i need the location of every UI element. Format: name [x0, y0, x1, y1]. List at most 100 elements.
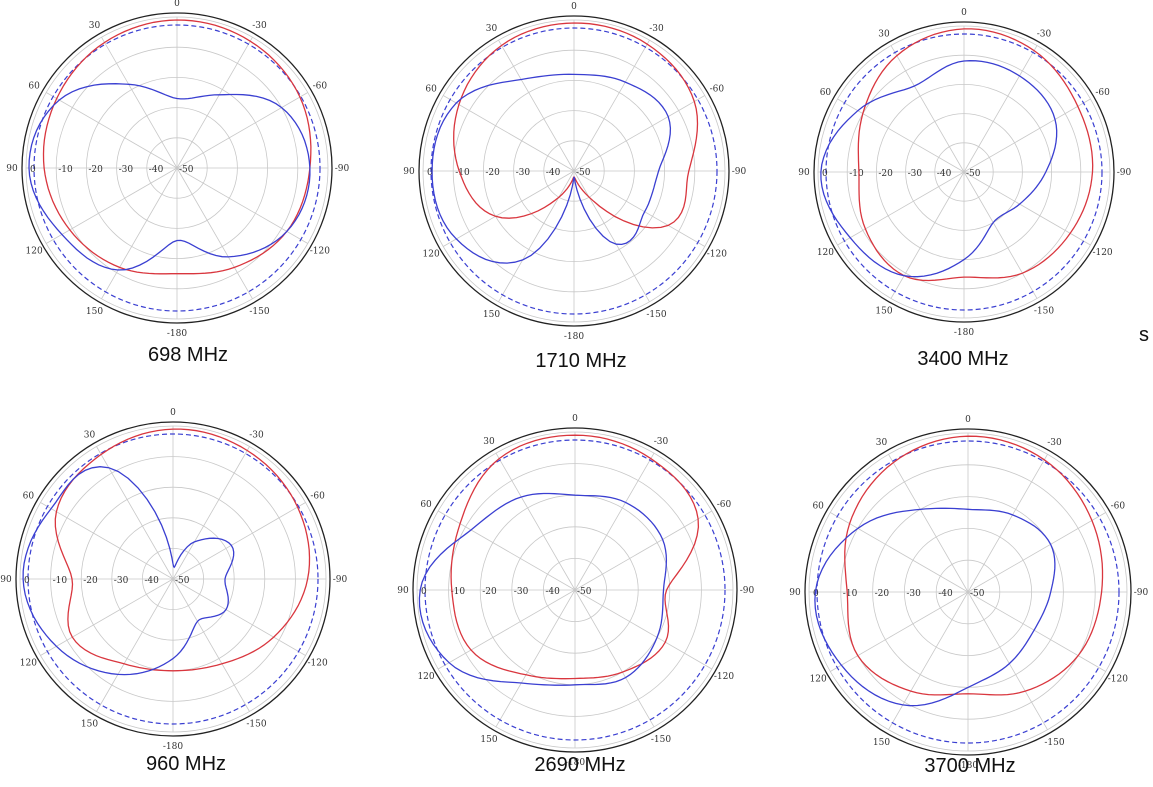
grid-spoke	[574, 589, 655, 728]
reference-dashed-circle	[816, 440, 1120, 744]
grid-spoke	[574, 589, 713, 670]
radial-tick-label: 0	[427, 168, 433, 178]
angle-tick-label: -180	[167, 329, 187, 339]
angle-tick-label: -30	[649, 24, 664, 34]
radial-tick-label: -10	[451, 587, 466, 597]
angle-tick-label: -120	[714, 672, 734, 682]
radial-tick-label: -10	[455, 168, 470, 178]
angle-tick-label: 120	[817, 248, 834, 258]
polar-plot: 0 -30 -60 -90 -120 -150 -180 150 120 90 60 30 0 -10 -2…	[789, 415, 1148, 771]
grid-spoke	[888, 591, 969, 730]
angle-tick-label: -120	[310, 247, 330, 257]
angle-tick-label: -180	[958, 761, 978, 771]
grid-spoke	[967, 591, 1048, 730]
polar-plot: 0 -30 -60 -90 -120 -150 -180 150 120 90 60 30 0 -10 -2…	[397, 414, 754, 768]
grid-spoke	[963, 45, 1038, 173]
grid-spoke	[967, 591, 1106, 672]
radial-tick-label: -10	[843, 589, 858, 599]
angle-tick-label: 150	[81, 720, 98, 730]
grid-spoke	[498, 40, 575, 172]
grid-spoke	[574, 510, 713, 591]
angle-tick-label: -180	[564, 332, 584, 342]
angle-tick-label: -90	[335, 164, 350, 174]
angle-tick-label: -30	[252, 21, 267, 31]
stray-letter: s	[1139, 324, 1149, 346]
grid-spoke	[96, 578, 174, 712]
radial-tick-label: -40	[546, 168, 561, 178]
radial-tick-label: -50	[577, 587, 592, 597]
radial-tick-label: -10	[53, 576, 68, 586]
angle-tick-label: 150	[86, 307, 103, 317]
angle-tick-label: 0	[961, 8, 967, 18]
angle-tick-label: 0	[965, 415, 971, 425]
radial-tick-label: -10	[849, 169, 864, 179]
grid-spoke	[963, 171, 1038, 299]
angle-tick-label: -150	[249, 307, 269, 317]
reference-dashed-circle	[424, 439, 726, 741]
angle-tick-label: 60	[28, 82, 40, 92]
radial-tick-label: -20	[878, 169, 893, 179]
grid-spoke	[890, 171, 965, 299]
frequency-caption: 698 MHz	[147, 344, 229, 366]
grid-spoke	[443, 170, 575, 247]
angle-tick-label: -120	[1108, 675, 1128, 685]
blue-pattern-curve	[820, 60, 1058, 278]
angle-tick-label: 0	[572, 414, 578, 424]
angle-tick-label: -60	[313, 82, 328, 92]
grid-spoke	[172, 502, 306, 580]
radial-tick-label: 0	[30, 165, 36, 175]
angle-tick-label: -90	[1117, 168, 1132, 178]
radial-tick-label: -20	[875, 589, 890, 599]
grid-spoke	[443, 95, 575, 172]
frequency-caption: 1710 MHz	[535, 350, 627, 372]
grid-spoke	[963, 171, 1091, 246]
grid-spoke	[172, 578, 306, 656]
polar-chart-2690-mhz: 0 -30 -60 -90 -120 -150 -180 150 120 90 60 30 0 -10 -2…	[393, 408, 757, 772]
blue-pattern-curve	[431, 73, 672, 264]
angle-tick-label: 120	[810, 675, 827, 685]
radial-tick-label: 0	[421, 587, 427, 597]
angle-tick-label: 0	[571, 2, 577, 12]
grid-spoke	[46, 167, 178, 244]
angle-tick-label: 0	[170, 408, 176, 418]
grid-spoke	[890, 45, 965, 173]
radial-tick-label: -20	[485, 168, 500, 178]
grid-spoke	[573, 95, 705, 172]
radial-tick-label: -40	[938, 589, 953, 599]
radial-tick-label: 0	[822, 169, 828, 179]
grid-spoke	[498, 170, 575, 302]
angle-tick-label: -60	[717, 500, 732, 510]
red-pattern-curve	[857, 28, 1094, 282]
polar-plot: 0 -30 -60 -90 -120 -150 -180 150 120 90 60 30 0 -10 -2…	[798, 8, 1132, 338]
grid-spoke	[837, 171, 965, 246]
blue-pattern-curve	[28, 83, 311, 271]
angle-tick-label: 60	[23, 492, 35, 502]
radial-tick-label: -40	[545, 587, 560, 597]
red-pattern-curve	[844, 435, 1104, 696]
grid-spoke	[176, 37, 253, 169]
radial-tick-label: -30	[908, 169, 923, 179]
radial-tick-label: -50	[966, 169, 981, 179]
radial-tick-label: -20	[88, 165, 103, 175]
grid-spoke	[96, 446, 174, 580]
radial-tick-label: -30	[906, 589, 921, 599]
radial-tick-label: -30	[119, 165, 134, 175]
angle-tick-label: 90	[403, 167, 415, 177]
radial-tick-label: -30	[516, 168, 531, 178]
angle-tick-label: 30	[486, 24, 498, 34]
radial-tick-label: -10	[58, 165, 73, 175]
angle-tick-label: -60	[310, 492, 325, 502]
grid-spoke	[46, 92, 178, 169]
grid-spoke	[176, 167, 308, 244]
angle-tick-label: -60	[1095, 88, 1110, 98]
reference-dashed-circle	[33, 24, 321, 312]
angle-tick-label: -150	[246, 720, 266, 730]
angle-tick-label: 90	[798, 168, 810, 178]
grid-spoke	[495, 452, 576, 591]
outer-circle	[412, 427, 738, 753]
angle-tick-label: -90	[732, 167, 747, 177]
polar-chart-1710-mhz: 0 -30 -60 -90 -120 -150 -180 150 120 90 60 30 0 -10 -2…	[399, 0, 749, 346]
angle-tick-label: 90	[0, 575, 12, 585]
outer-circle	[813, 21, 1115, 323]
polar-chart-698-mhz: 0 -30 -60 -90 -120 -150 -180 150 120 90 60 30 0 -10 -2…	[2, 0, 352, 343]
